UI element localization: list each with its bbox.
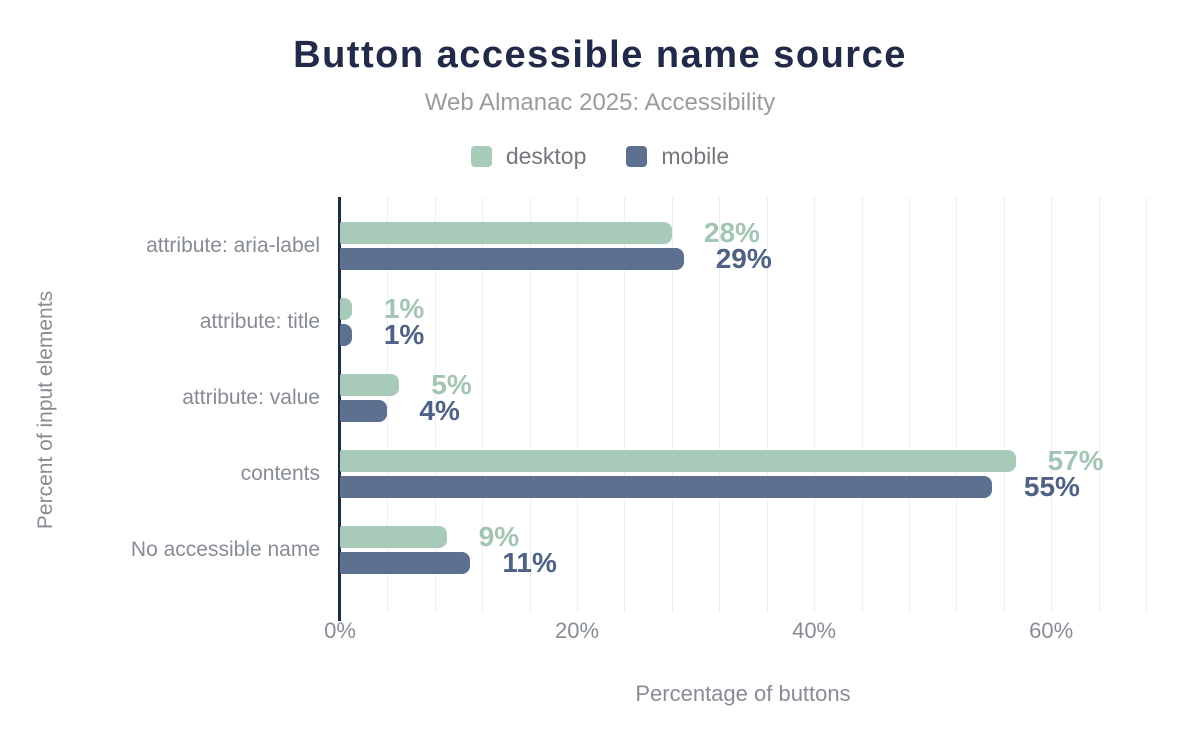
mobile-bar-value: 4%	[419, 395, 460, 426]
legend-item-mobile[interactable]: mobile	[626, 143, 729, 170]
grid-line	[956, 197, 958, 612]
desktop-legend-swatch	[470, 146, 492, 167]
grid-line	[577, 197, 579, 612]
legend-item-desktop[interactable]: desktop	[470, 143, 587, 170]
desktop-legend-label: desktop	[505, 143, 587, 169]
mobile-bar-value: 29%	[715, 243, 772, 274]
x-tick-label: 20%	[555, 618, 600, 643]
x-tick-label: 60%	[1029, 618, 1074, 643]
grid-line	[908, 197, 910, 612]
desktop-bar-value: 5%	[431, 369, 472, 400]
desktop-bar[interactable]	[340, 450, 1016, 472]
grid-line	[1098, 197, 1100, 612]
desktop-bar-value: 57%	[1047, 445, 1104, 476]
mobile-bar-value: 11%	[502, 547, 557, 578]
x-tick-label: 40%	[792, 618, 837, 643]
chart-subtitle: Web Almanac 2025: Accessibility	[424, 89, 776, 116]
x-tick-label: 0%	[324, 618, 356, 643]
grid-line	[814, 197, 816, 612]
desktop-bar-value: 1%	[383, 293, 425, 324]
chart-title: Button accessible name source	[293, 34, 907, 76]
grid-line	[387, 197, 389, 612]
mobile-legend-label: mobile	[661, 143, 730, 169]
mobile-bar[interactable]	[340, 324, 352, 346]
desktop-bar[interactable]	[340, 298, 352, 320]
grid-line	[482, 197, 484, 612]
category-label: contents	[240, 462, 320, 485]
grid-line	[719, 197, 721, 612]
grid-line	[1051, 197, 1053, 612]
mobile-bar-value: 1%	[383, 319, 425, 350]
desktop-bar-value: 9%	[478, 521, 520, 552]
desktop-bar[interactable]	[340, 374, 400, 396]
grid-line	[529, 197, 531, 612]
mobile-bar[interactable]	[340, 552, 471, 574]
mobile-bar-value: 55%	[1023, 471, 1080, 502]
category-label: attribute: value	[182, 386, 320, 409]
category-label: attribute: aria-label	[146, 234, 320, 257]
x-axis-title: Percentage of buttons	[635, 681, 851, 706]
grid-line	[434, 197, 436, 612]
desktop-bar[interactable]	[340, 222, 672, 244]
grid-line	[624, 197, 626, 612]
desktop-bar-value: 28%	[703, 217, 760, 248]
grid-line	[671, 197, 673, 612]
legend: desktop mobile	[0, 143, 1200, 170]
mobile-bar[interactable]	[340, 476, 992, 498]
mobile-legend-swatch	[626, 146, 648, 167]
category-label: No accessible name	[130, 538, 320, 561]
plot-area: attribute: aria-label 28% 29% attribute: ti…	[131, 197, 1147, 643]
desktop-bar[interactable]	[340, 526, 447, 548]
mobile-bar[interactable]	[340, 248, 684, 270]
category-label: attribute: title	[199, 310, 320, 333]
grid-line	[1003, 197, 1005, 612]
grid-line	[861, 197, 863, 612]
grid-line	[1146, 197, 1147, 612]
grid-line	[766, 197, 768, 612]
y-axis-line	[338, 197, 341, 621]
mobile-bar[interactable]	[340, 400, 388, 422]
